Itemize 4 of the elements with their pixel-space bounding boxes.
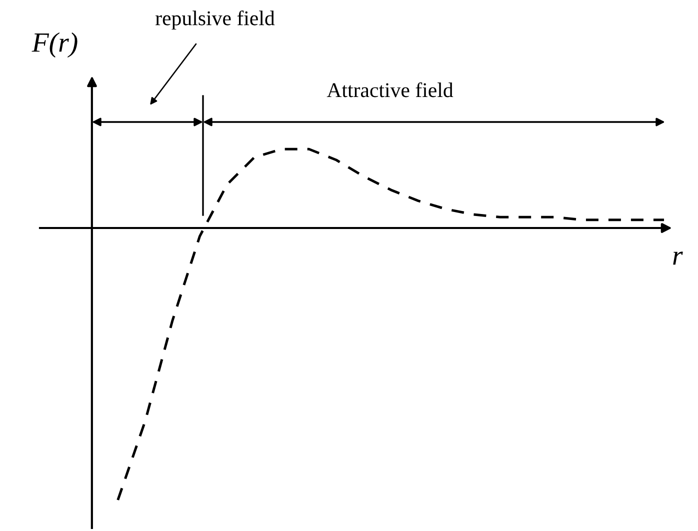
y-axis-title: F(r) [32,32,78,58]
text: repulsive field [156,10,275,30]
x-axis-title: r [673,252,683,265]
text: Attractive field [326,82,454,98]
